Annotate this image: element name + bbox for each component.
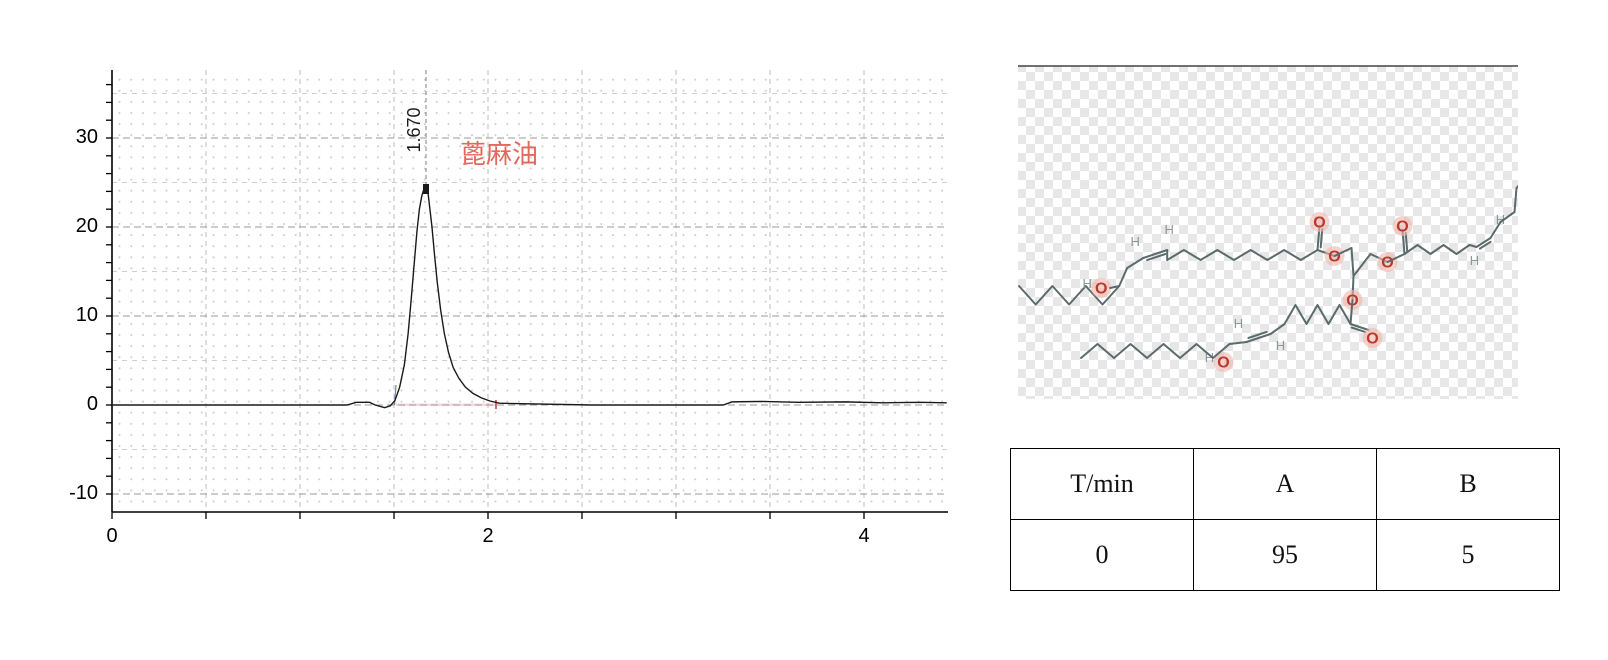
svg-text:H: H xyxy=(1165,222,1174,237)
svg-text:H: H xyxy=(1083,276,1092,291)
svg-text:O: O xyxy=(1366,331,1378,348)
svg-text:O: O xyxy=(1396,219,1408,236)
svg-text:H: H xyxy=(1470,253,1479,268)
svg-text:H: H xyxy=(1131,234,1140,249)
svg-text:H: H xyxy=(1276,338,1285,353)
svg-text:H: H xyxy=(1234,316,1243,331)
svg-text:H: H xyxy=(1541,202,1550,217)
svg-text:O: O xyxy=(1313,215,1325,232)
svg-text:O: O xyxy=(1217,355,1229,372)
svg-text:O: O xyxy=(1525,207,1537,224)
svg-text:O: O xyxy=(1095,281,1107,298)
